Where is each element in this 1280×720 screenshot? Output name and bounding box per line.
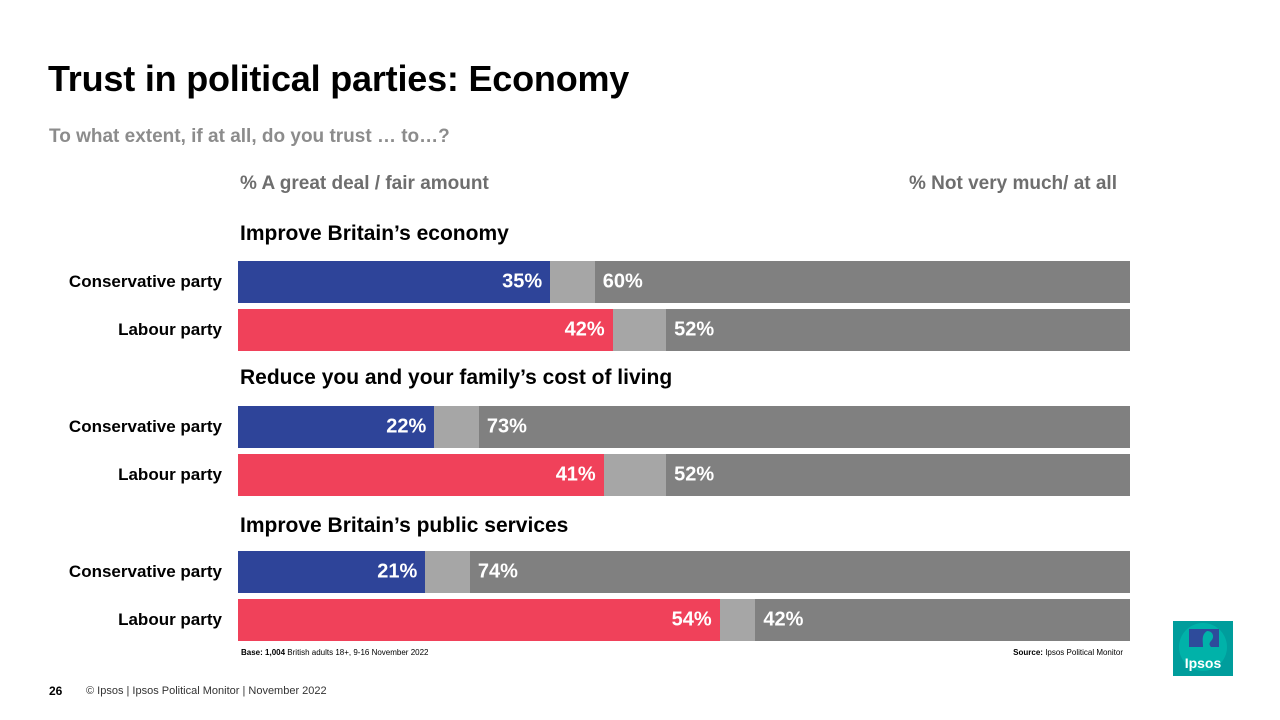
- ipsos-logo-text: Ipsos: [1185, 655, 1222, 671]
- trust-bar-segment: 21%: [238, 551, 426, 593]
- not-trust-bar-segment: 52%: [666, 454, 1130, 496]
- not-trust-value-label: 60%: [602, 270, 643, 293]
- question-subtitle: To what extent, if at all, do you trust …: [49, 126, 450, 147]
- stacked-bar: 21% 74%: [238, 551, 1130, 593]
- row-label-labour: Labour party: [118, 610, 222, 629]
- dont-know-bar-segment: [434, 406, 479, 448]
- dont-know-bar-segment: [719, 599, 756, 641]
- trust-value-label: 21%: [377, 560, 418, 583]
- row-label-labour: Labour party: [118, 320, 222, 339]
- source-footnote-label: Source:: [1013, 648, 1043, 657]
- trust-column-header: % A great deal / fair amount: [240, 173, 489, 194]
- not-trust-bar-segment: 74%: [469, 551, 1130, 593]
- page-number: 26: [49, 684, 63, 698]
- dont-know-bar-segment: [550, 261, 595, 303]
- trust-value-label: 54%: [671, 608, 712, 631]
- ipsos-logo: Ipsos: [1173, 621, 1233, 676]
- trust-value-label: 42%: [564, 318, 605, 341]
- stacked-bar: 42% 52%: [238, 309, 1130, 351]
- not-trust-bar-segment: 52%: [666, 309, 1130, 351]
- base-footnote-text: British adults 18+, 9-16 November 2022: [287, 648, 429, 657]
- base-footnote-label: Base:: [241, 648, 263, 657]
- not-trust-value-label: 42%: [763, 608, 804, 631]
- row-label-conservative: Conservative party: [68, 272, 222, 291]
- source-footnote: Source: Ipsos Political Monitor: [1013, 648, 1123, 657]
- stacked-bar: 22% 73%: [238, 406, 1130, 448]
- not-trust-bar-segment: 42%: [755, 599, 1130, 641]
- dont-know-bar-segment: [612, 309, 667, 351]
- stacked-bar: 41% 52%: [238, 454, 1130, 496]
- not-trust-value-label: 73%: [486, 415, 527, 438]
- source-footnote-text: Ipsos Political Monitor: [1045, 648, 1123, 657]
- row-label-conservative: Conservative party: [68, 417, 222, 436]
- trust-value-label: 41%: [555, 463, 596, 486]
- dont-know-bar-segment: [603, 454, 667, 496]
- group-title: Reduce you and your family’s cost of liv…: [240, 366, 673, 389]
- trust-value-label: 22%: [386, 415, 427, 438]
- trust-bar-segment: 42%: [238, 309, 613, 351]
- group-title: Improve Britain’s public services: [240, 514, 569, 537]
- page-title: Trust in political parties: Economy: [48, 58, 630, 99]
- stacked-bar: 35% 60%: [238, 261, 1130, 303]
- copyright-notice: © Ipsos | Ipsos Political Monitor | Nove…: [86, 685, 327, 697]
- row-label-conservative: Conservative party: [68, 562, 222, 581]
- trust-bar-segment: 22%: [238, 406, 435, 448]
- trust-bar-segment: 35%: [238, 261, 551, 303]
- trust-bar-segment: 54%: [238, 599, 720, 641]
- trust-value-label: 35%: [502, 270, 543, 293]
- trust-bar-segment: 41%: [238, 454, 604, 496]
- not-trust-bar-segment: 60%: [594, 261, 1130, 303]
- not-trust-value-label: 74%: [477, 560, 518, 583]
- row-label-labour: Labour party: [118, 465, 222, 484]
- group-title: Improve Britain’s economy: [240, 222, 509, 245]
- stacked-bar: 54% 42%: [238, 599, 1130, 641]
- not-trust-value-label: 52%: [674, 318, 715, 341]
- not-trust-bar-segment: 73%: [478, 406, 1130, 448]
- distrust-column-header: % Not very much/ at all: [908, 173, 1117, 194]
- not-trust-value-label: 52%: [674, 463, 715, 486]
- dont-know-bar-segment: [425, 551, 470, 593]
- base-footnote-n: 1,004: [265, 648, 286, 657]
- base-footnote: Base: 1,004 British adults 18+, 9-16 Nov…: [241, 648, 429, 657]
